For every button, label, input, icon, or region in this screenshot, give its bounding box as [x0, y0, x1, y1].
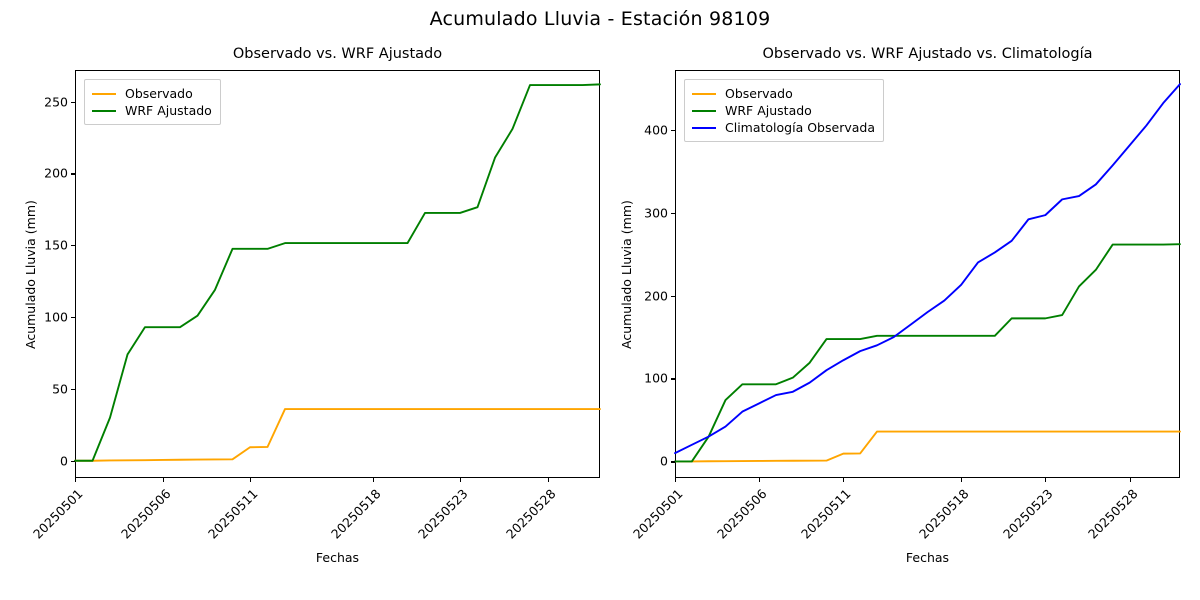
y-tick-mark [71, 388, 75, 391]
x-tick-mark [759, 478, 761, 482]
y-tick-label: 150 [44, 237, 68, 253]
y-tick-label: 50 [52, 381, 68, 397]
legend-item[interactable]: Climatología Observada [692, 119, 875, 136]
y-tick-label: 400 [644, 122, 668, 138]
y-tick-mark [671, 212, 675, 214]
y-tick-mark [671, 461, 675, 463]
y-tick-mark [71, 101, 75, 103]
y-tick-mark [71, 460, 75, 462]
series-line-wrf-ajustado [674, 243, 1181, 463]
right-y-axis-label: Acumulado Lluvia (mm) [619, 199, 634, 349]
left-y-axis-label: Acumulado Lluvia (mm) [23, 199, 38, 349]
legend-item[interactable]: Observado [92, 85, 212, 102]
y-tick-label: 300 [644, 205, 668, 221]
x-tick-mark [1129, 478, 1131, 482]
x-tick-label: 20250523 [415, 486, 471, 542]
legend-label: Climatología Observada [725, 120, 875, 135]
x-tick-label: 20250511 [798, 486, 854, 542]
series-line-wrf-ajustado [74, 83, 601, 462]
right-x-axis-label: Fechas [905, 550, 950, 565]
y-tick-label: 0 [60, 453, 68, 469]
left-legend[interactable]: Observado WRF Ajustado [84, 79, 221, 125]
x-tick-label: 20250523 [1000, 486, 1056, 542]
legend-label: WRF Ajustado [125, 103, 212, 118]
y-tick-mark [671, 129, 675, 131]
x-tick-mark [547, 478, 549, 482]
series-line-observado [74, 408, 601, 462]
legend-label: Observado [725, 86, 793, 101]
x-tick-label: 20250511 [205, 486, 261, 542]
x-tick-label: 20250506 [117, 486, 174, 542]
series-line-observado [674, 430, 1181, 463]
legend-label: Observado [125, 86, 193, 101]
x-tick-mark [162, 478, 164, 482]
legend-item[interactable]: WRF Ajustado [692, 102, 875, 119]
x-tick-label: 20250518 [916, 486, 972, 542]
x-tick-mark [250, 478, 252, 482]
y-tick-mark [671, 378, 675, 380]
y-tick-mark [671, 295, 675, 297]
right-series-canvas [674, 83, 1181, 463]
x-tick-mark [961, 478, 963, 482]
y-tick-label: 200 [44, 165, 68, 181]
y-tick-mark [71, 245, 75, 247]
legend-item[interactable]: Observado [692, 85, 875, 102]
y-tick-label: 100 [44, 309, 68, 325]
x-tick-label: 20250501 [630, 486, 686, 542]
left-series-canvas [74, 83, 601, 462]
x-tick-label: 20250518 [327, 486, 384, 542]
right-subplot: Observado vs. WRF Ajustado vs. Climatolo… [619, 46, 1181, 565]
right-legend[interactable]: Observado WRF Ajustado Climatología Observ… [684, 79, 884, 142]
left-x-axis-label: Fechas [315, 550, 360, 565]
series-line-climatolog-a-observada [674, 83, 1181, 455]
y-tick-label: 100 [644, 370, 668, 386]
x-tick-mark [75, 478, 77, 482]
x-tick-mark [675, 478, 677, 482]
x-tick-mark [1045, 478, 1047, 482]
x-tick-label: 20250528 [1084, 486, 1141, 542]
y-tick-label: 200 [644, 288, 668, 304]
y-tick-label: 250 [44, 94, 68, 110]
legend-line-swatch [692, 92, 716, 95]
left-subplot-title: Observado vs. WRF Ajustado [232, 46, 443, 62]
right-subplot-title: Observado vs. WRF Ajustado vs. Climatolo… [762, 46, 1093, 62]
x-tick-label: 20250506 [714, 486, 770, 542]
figure-suptitle: Acumulado Lluvia - Estación 98109 [429, 8, 771, 30]
y-tick-label: 0 [660, 453, 668, 469]
x-tick-mark [843, 478, 845, 482]
left-plot-frame [75, 70, 600, 478]
x-tick-label: 20250528 [502, 486, 559, 542]
legend-line-swatch [692, 126, 716, 129]
legend-label: WRF Ajustado [725, 103, 812, 118]
y-tick-mark [71, 173, 75, 175]
legend-line-swatch [92, 92, 116, 95]
x-tick-mark [372, 478, 374, 482]
left-subplot: Observado vs. WRF Ajustado 0 50 100 150 200 2… [23, 46, 601, 565]
y-tick-mark [71, 317, 75, 319]
legend-line-swatch [692, 109, 716, 112]
legend-line-swatch [92, 109, 116, 112]
legend-item[interactable]: WRF Ajustado [92, 102, 212, 119]
x-tick-label: 20250501 [30, 486, 86, 542]
x-tick-mark [460, 478, 462, 482]
